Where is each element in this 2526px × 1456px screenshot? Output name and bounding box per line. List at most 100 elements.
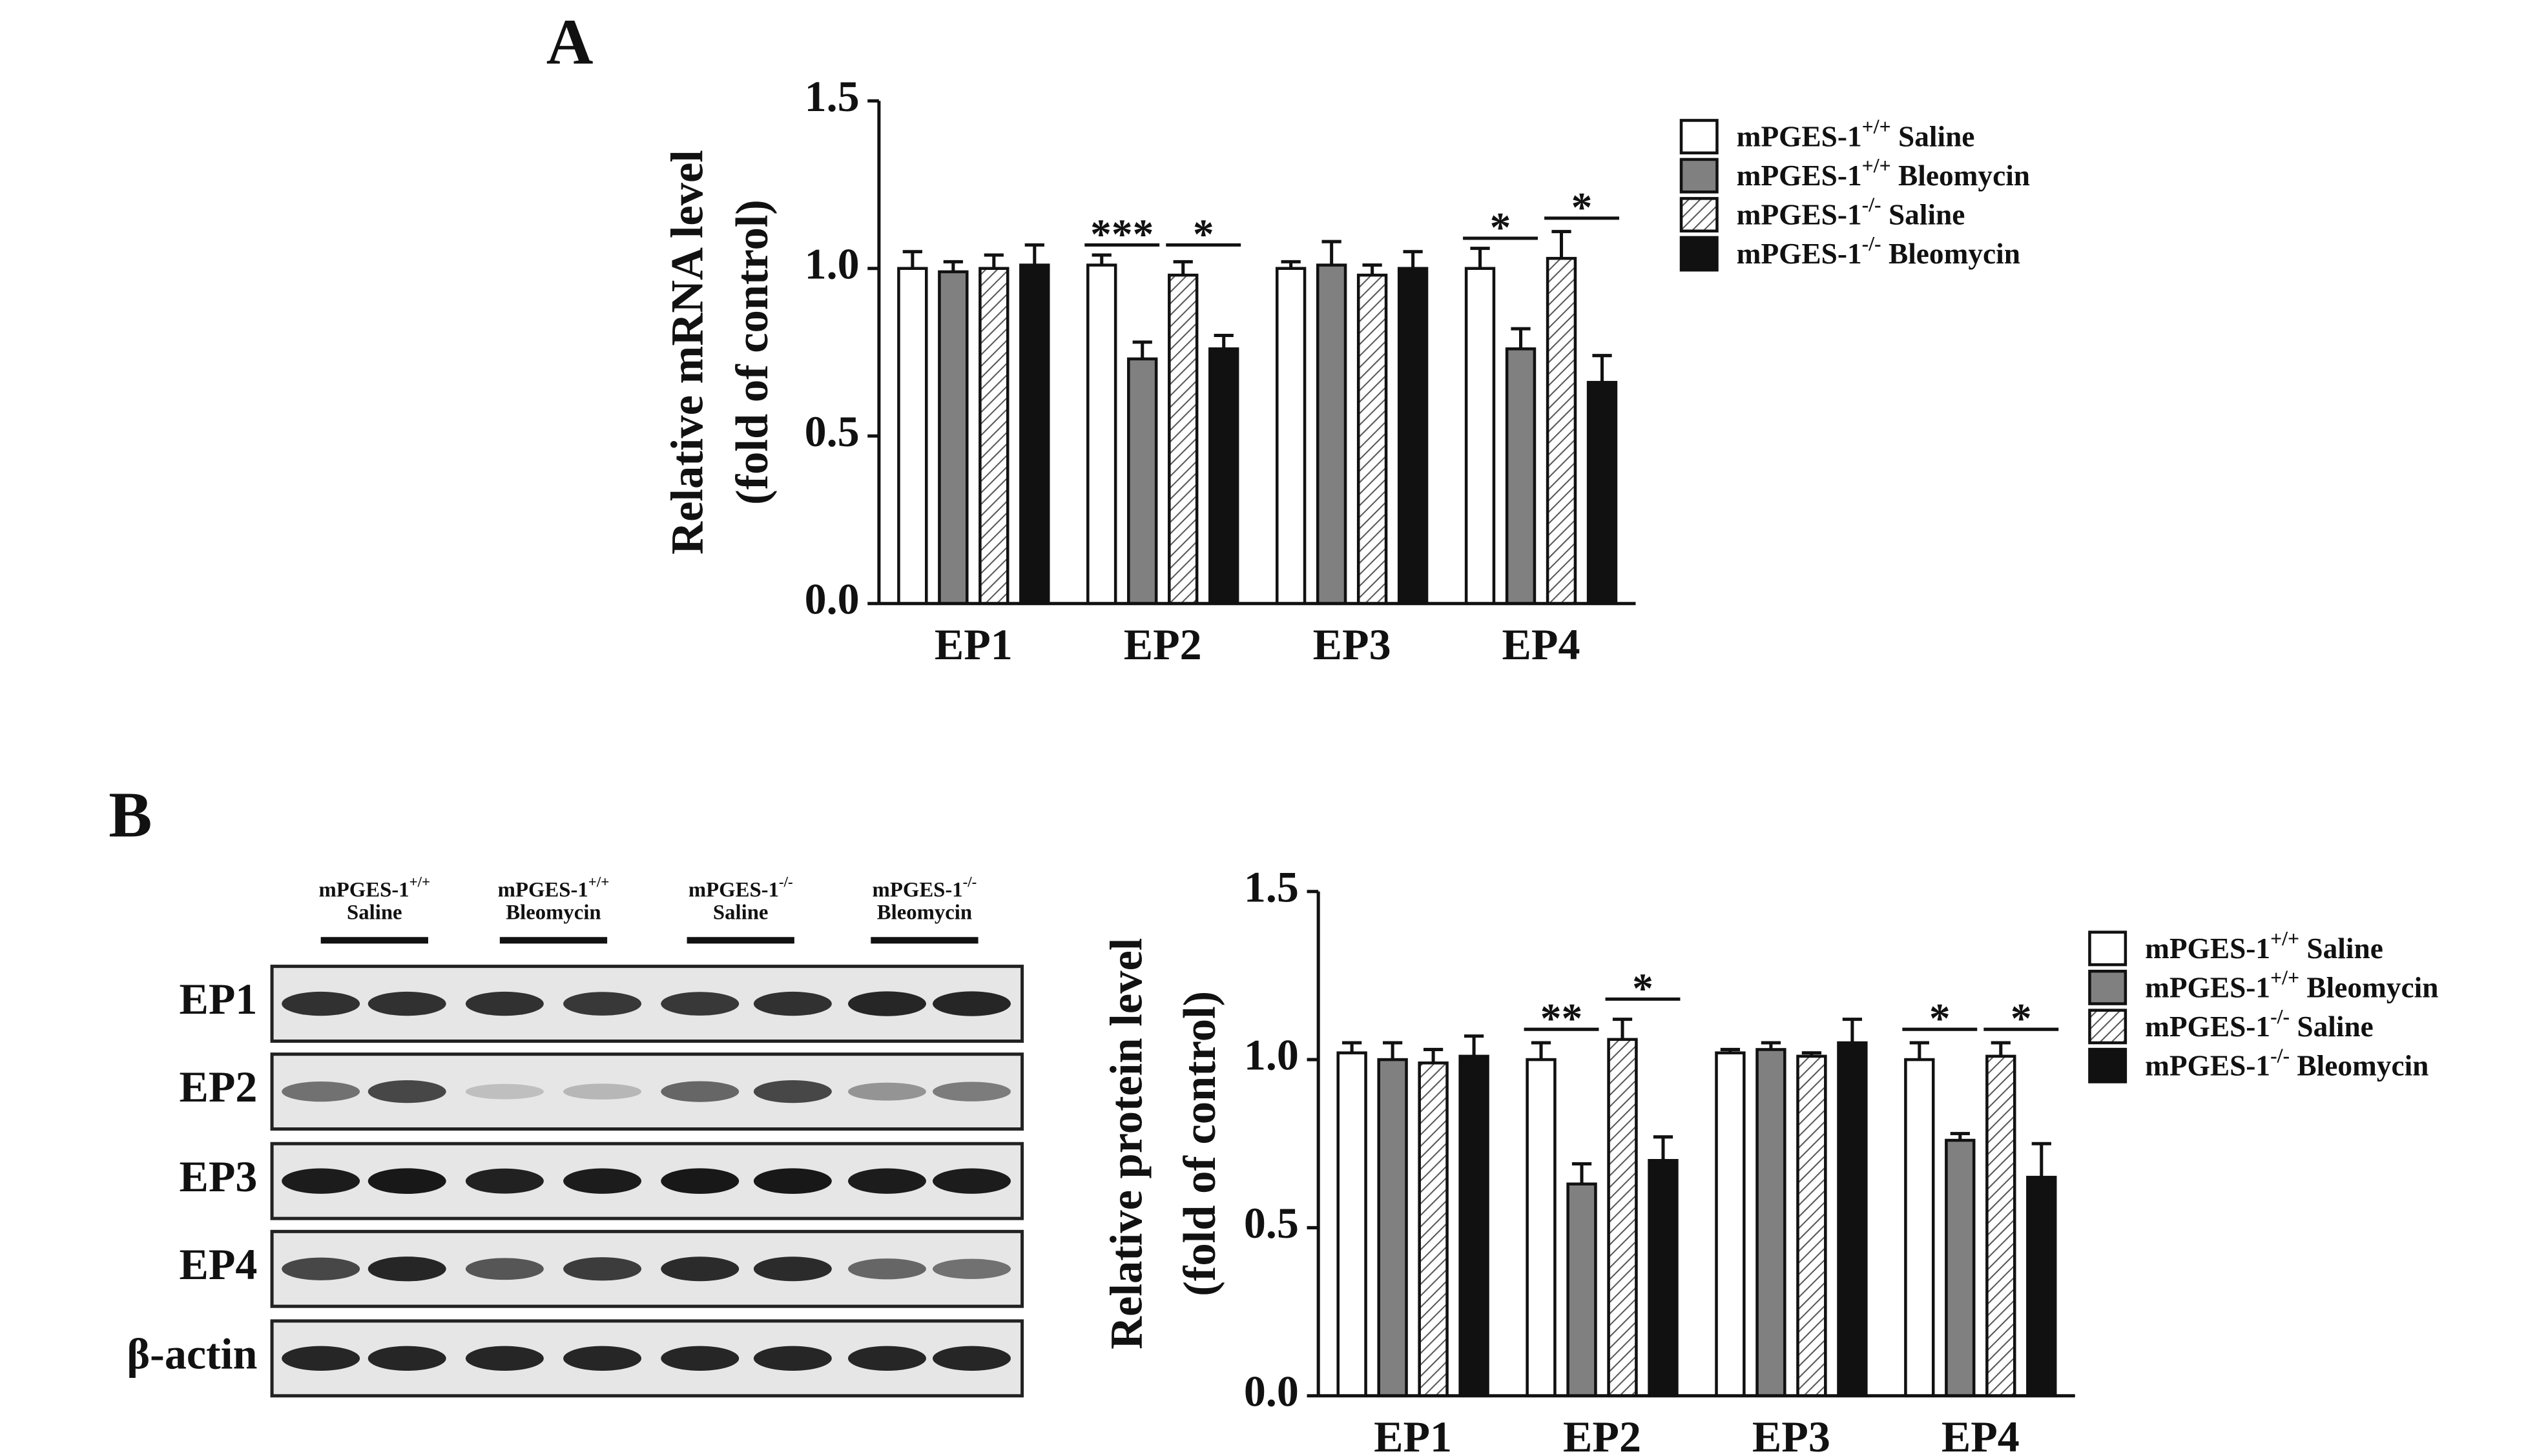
significance-label: ** <box>1540 996 1583 1042</box>
blot-band <box>661 1081 740 1102</box>
bar <box>2026 1176 2057 1398</box>
x-tick-label: EP1 <box>1374 1412 1452 1456</box>
bar <box>1505 347 1537 606</box>
blot-band <box>848 991 926 1016</box>
bar <box>1127 357 1158 606</box>
blot-band <box>848 1346 926 1371</box>
blot-band <box>933 1346 1011 1371</box>
blot-column-label: mPGES-1+/+ <box>319 874 431 901</box>
legend-label: mPGES-1+/+ Saline <box>2145 927 2383 965</box>
blot-band <box>368 1080 446 1103</box>
blot-band <box>753 1346 832 1371</box>
bar <box>1377 1058 1408 1398</box>
x-tick-label: EP2 <box>1124 620 1202 669</box>
blot-band <box>563 992 642 1016</box>
blot-band <box>282 1081 360 1102</box>
significance-label: * <box>1193 211 1214 258</box>
y-tick-label: 0.5 <box>805 407 860 456</box>
bar <box>1464 267 1496 606</box>
blot-band <box>368 1256 446 1282</box>
bar <box>1546 256 1577 606</box>
bar <box>1086 263 1117 606</box>
y-tick-label: 1.5 <box>805 72 860 121</box>
bar <box>1796 1054 1827 1398</box>
legend-label: mPGES-1-/- Saline <box>1737 193 1965 231</box>
legend-swatch <box>1679 197 1719 233</box>
blot-band <box>465 1168 544 1194</box>
legend-swatch <box>2088 930 2127 967</box>
y-tick-label: 0.0 <box>1244 1366 1299 1415</box>
y-axis-label: Relative mRNA level <box>662 150 712 555</box>
bar <box>897 267 928 606</box>
x-tick-label: EP4 <box>1941 1412 2020 1456</box>
blot-band <box>848 1082 926 1101</box>
bar <box>1275 267 1307 606</box>
blot-band <box>933 1258 1011 1279</box>
y-tick-label: 1.0 <box>805 239 860 288</box>
y-tick-label: 1.0 <box>1244 1030 1299 1080</box>
bar <box>938 270 969 606</box>
bar <box>978 267 1009 606</box>
bar <box>1458 1054 1489 1398</box>
bar <box>1586 380 1618 606</box>
bar <box>1837 1041 1868 1398</box>
blot-row-label: EP3 <box>179 1152 257 1201</box>
blot-row-label: EP4 <box>179 1240 257 1289</box>
significance-label: *** <box>1090 211 1154 258</box>
legend-swatch <box>1679 119 1719 155</box>
panel-label: B <box>109 778 152 850</box>
blot-row-label: EP1 <box>179 974 257 1023</box>
y-axis-label: (fold of control) <box>727 200 778 505</box>
bar <box>1904 1058 1935 1398</box>
blot-band <box>753 1256 832 1282</box>
blot-band <box>282 1168 360 1194</box>
significance-label: * <box>1929 996 1951 1042</box>
blot-band <box>368 1346 446 1371</box>
bar <box>1755 1048 1786 1398</box>
blot-row-label: β-actin <box>127 1329 257 1378</box>
bar <box>1648 1159 1679 1398</box>
blot-band <box>753 991 832 1016</box>
blot-band <box>933 1082 1011 1102</box>
bar <box>1566 1182 1597 1398</box>
legend-label: mPGES-1-/- Bleomycin <box>1737 232 2020 271</box>
bar <box>1397 267 1429 606</box>
bar <box>1985 1054 2016 1398</box>
blot-band <box>661 1256 740 1282</box>
blot-band <box>465 991 544 1016</box>
blot-band <box>465 1346 544 1371</box>
blot-column-label: Saline <box>713 901 769 925</box>
blot-band <box>282 1346 360 1371</box>
bar <box>1526 1058 1557 1398</box>
blot-band <box>282 991 360 1016</box>
y-axis-label: (fold of control) <box>1175 991 1225 1297</box>
significance-label: * <box>2011 996 2032 1042</box>
blot-column-label: mPGES-1-/- <box>873 874 977 901</box>
blot-band <box>563 1346 642 1371</box>
blot-band <box>563 1083 642 1100</box>
blot-column-label: Bleomycin <box>877 901 972 925</box>
bar <box>1168 273 1199 606</box>
x-tick-label: EP1 <box>935 620 1013 669</box>
bar <box>1356 273 1388 606</box>
significance-label: * <box>1632 965 1653 1012</box>
significance-label: * <box>1490 205 1511 251</box>
blot-row-label: EP2 <box>179 1062 257 1111</box>
blot-band <box>563 1257 642 1281</box>
blot-band <box>465 1083 544 1100</box>
blot-band <box>465 1258 544 1280</box>
bar <box>1418 1061 1449 1398</box>
legend-swatch <box>1679 158 1719 194</box>
blot-band <box>368 1168 446 1195</box>
blot-band <box>848 1258 926 1280</box>
blot-band <box>661 1346 740 1371</box>
blot-column-label: Saline <box>347 901 402 925</box>
legend-swatch <box>2088 1009 2127 1045</box>
legend-label: mPGES-1-/- Saline <box>2145 1005 2374 1043</box>
significance-label: * <box>1571 185 1593 231</box>
x-tick-label: EP4 <box>1502 620 1580 669</box>
x-tick-label: EP3 <box>1752 1412 1830 1456</box>
x-tick-label: EP3 <box>1313 620 1391 669</box>
